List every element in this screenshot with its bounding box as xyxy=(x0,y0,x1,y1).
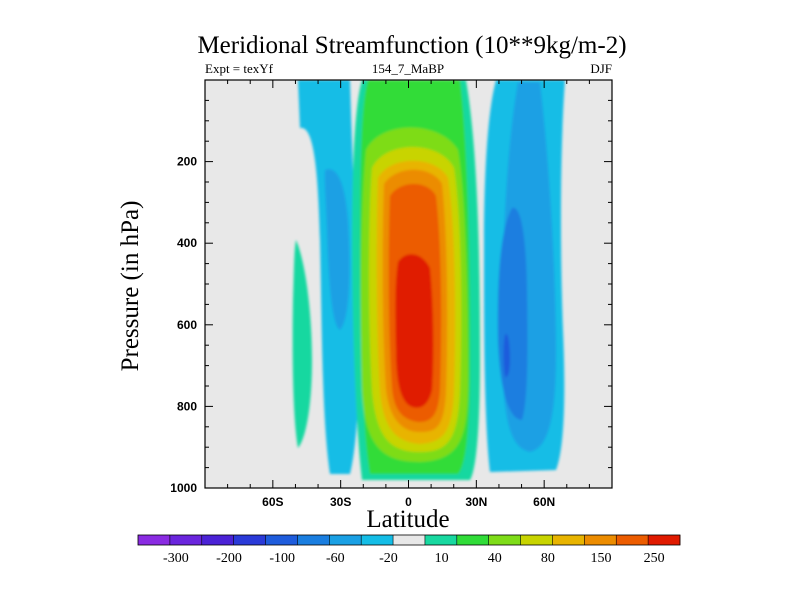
colorbar-swatch xyxy=(520,535,553,545)
case-label: 154_7_MaBP xyxy=(372,61,444,76)
colorbar-label: 80 xyxy=(541,551,555,566)
colorbar-swatch xyxy=(552,535,585,545)
colorbar-swatch xyxy=(393,535,426,545)
southern-polar-cell xyxy=(292,240,312,448)
colorbar-swatch xyxy=(233,535,266,545)
colorbar-swatch xyxy=(584,535,617,545)
y-tick-label: 800 xyxy=(177,399,197,413)
colorbar-swatch xyxy=(648,535,681,545)
experiment-label: Expt = texYf xyxy=(205,61,274,76)
colorbar-swatch xyxy=(201,535,234,545)
colorbar-swatch xyxy=(169,535,203,545)
x-tick-label: 60S xyxy=(262,495,283,509)
y-tick-label: 200 xyxy=(177,155,197,169)
colorbar-label: 10 xyxy=(435,551,449,566)
colorbar-label: -60 xyxy=(326,551,345,566)
contour-field xyxy=(292,80,565,480)
colorbar-frame xyxy=(137,534,681,546)
colorbar-swatch xyxy=(329,535,362,545)
season-label: DJF xyxy=(590,61,612,76)
x-tick-label: 30N xyxy=(465,495,487,509)
colorbar-label: -200 xyxy=(216,551,242,566)
colorbar-swatch xyxy=(265,535,298,545)
colorbar-swatch xyxy=(424,535,458,545)
axes: 60S 30S 0 30N 60N 200 400 600 800 1000 xyxy=(170,80,613,509)
northern-ferrel-min xyxy=(503,334,510,378)
colorbar-swatch xyxy=(456,535,490,545)
colorbar-label: -100 xyxy=(269,551,295,566)
colorbar-swatch xyxy=(297,535,330,545)
x-tick-label: 30S xyxy=(330,495,351,509)
colorbar-swatch xyxy=(616,535,649,545)
y-tick-label: 1000 xyxy=(170,481,197,495)
x-axis-title: Latitude xyxy=(366,506,449,533)
southern-ferrel-core xyxy=(324,169,350,330)
y-tick-label: 400 xyxy=(177,236,197,250)
colorbar-label: -20 xyxy=(379,551,398,566)
colorbar-label: -300 xyxy=(163,551,189,566)
colorbar: -300 -200 -100 -60 -20 10 40 80 150 250 xyxy=(137,534,681,566)
colorbar-swatch xyxy=(488,535,521,545)
hadley-level-200 xyxy=(395,254,434,408)
x-tick-label: 0 xyxy=(405,495,412,509)
colorbar-swatch xyxy=(361,535,394,545)
y-tick-label: 600 xyxy=(177,318,197,332)
chart-title: Meridional Streamfunction (10**9kg/m-2) xyxy=(197,32,626,59)
x-tick-label: 60N xyxy=(533,495,555,509)
southern-ferrel-cell xyxy=(298,80,359,474)
colorbar-swatch xyxy=(138,535,171,545)
colorbar-label: 150 xyxy=(590,551,611,566)
colorbar-label: 40 xyxy=(488,551,502,566)
y-axis-title: Pressure (in hPa) xyxy=(117,201,144,372)
colorbar-label: 250 xyxy=(644,551,665,566)
